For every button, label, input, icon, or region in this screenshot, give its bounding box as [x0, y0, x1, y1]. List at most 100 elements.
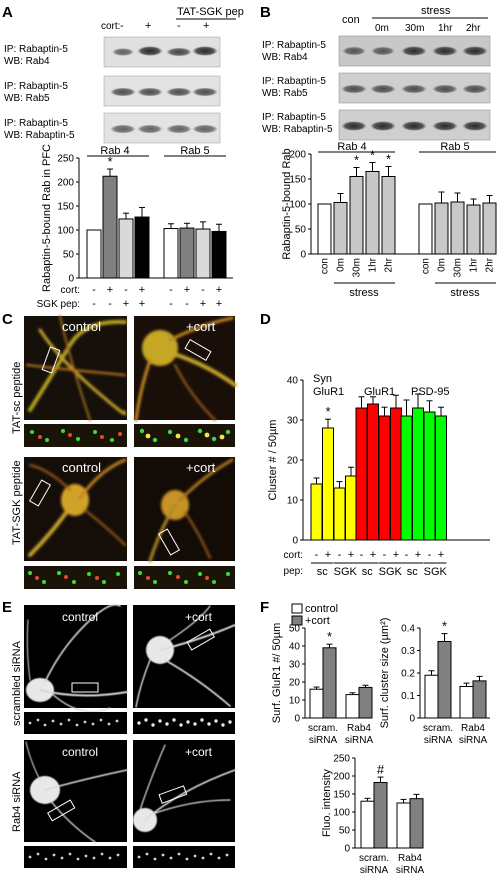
- panel-f: F control +cort 01020304050*scram.siRNAR…: [260, 599, 490, 876]
- panel-b-time-4: 2hr: [466, 23, 481, 34]
- blot-a1-line2: WB: Rab4: [4, 56, 50, 67]
- chart-a-cort-5: +: [184, 284, 190, 296]
- chart-d-bar-3: [345, 475, 357, 541]
- chart-b-stress-label-0: stress: [349, 287, 379, 299]
- chart-d-ytick-label-1: 10: [287, 496, 299, 507]
- chart-f1-bar-1: [322, 647, 337, 719]
- chart-a-bar-6: [195, 228, 211, 279]
- micrograph-c-zoom-3: [24, 566, 127, 589]
- micrograph-e-scr-control-label: control: [62, 610, 98, 624]
- chart-d-pep-5: SGK: [424, 566, 448, 578]
- chart-d-pep-1: SGK: [334, 566, 358, 578]
- chart-d-cort-2: -: [338, 549, 342, 561]
- panel-e-letter: E: [2, 599, 12, 616]
- chart-a-bar-3: [134, 216, 150, 279]
- chart-b-sig-2: *: [354, 153, 359, 168]
- chart-a-ytick-label-2: 100: [57, 226, 74, 237]
- chart-d-bar-5: [367, 403, 379, 541]
- chart-b-bar-1: [333, 202, 348, 255]
- chart-d-bar-2: [333, 487, 346, 541]
- chart-f1-ytick-label-5: 50: [289, 624, 301, 635]
- panel-c-row-label-2: TAT-SGK peptide: [11, 460, 23, 545]
- panel-d-letter-visible: D: [260, 311, 271, 328]
- chart-f2-ytick-label-2: 0.2: [401, 669, 415, 680]
- micrograph-c-sgk-cort-label: +cort: [186, 460, 216, 475]
- blot-a2-line1: IP: Rabaptin-5: [4, 81, 68, 92]
- chart-d-bar-0: [310, 483, 323, 541]
- chart-f3-ytick-label-1: 50: [339, 826, 351, 837]
- chart-d-bar-7: [390, 407, 402, 541]
- chart-a-sgk-1: -: [108, 298, 112, 310]
- chart-f3-ytick-label-2: 100: [333, 808, 350, 819]
- chart-d-cort-4: -: [360, 549, 364, 561]
- chart-d-row-pep: pep:: [284, 566, 303, 577]
- chart-b-cat-2: 30m: [352, 258, 363, 277]
- chart-f1-sig-1: *: [327, 629, 332, 644]
- chart-a-ytick-label-3: 150: [57, 202, 74, 213]
- legend-swatch-cort: [291, 615, 303, 626]
- chart-d-ytick-label-3: 30: [287, 416, 299, 427]
- panel-a-cort-1: -: [120, 20, 124, 32]
- chart-f1-cat-0-line1: scram.: [308, 723, 338, 734]
- chart-d-ytick-label-0: 0: [292, 536, 298, 547]
- micrograph-e-scr-control: control: [24, 604, 128, 713]
- chart-f2-ylabel: Surf. cluster size (µm²): [379, 618, 391, 729]
- micrograph-c-sc-cort-label: +cort: [186, 319, 216, 334]
- panel-a-header: TAT-SGK pep: [177, 6, 244, 18]
- blot-b3-image: [338, 109, 491, 141]
- chart-f1-bar-3: [358, 686, 373, 719]
- chart-f1-bar-2: [345, 694, 360, 719]
- chart-f1-cat-1-line1: Rab4: [347, 723, 371, 734]
- blot-a2-image: [103, 75, 221, 107]
- chart-b-cat-1: 0m: [336, 258, 347, 272]
- chart-a-ytick-label-1: 50: [63, 250, 75, 261]
- chart-b-bar-7: [450, 201, 465, 255]
- chart-b-bar-6: [434, 202, 449, 255]
- chart-d-bar-4: [355, 407, 368, 541]
- chart-f2-ytick-label-1: 0.1: [401, 691, 415, 702]
- legend-label-cort: +cort: [305, 615, 330, 627]
- blot-a3-line1: IP: Rabaptin-5: [4, 118, 68, 129]
- chart-a-sgk-5: -: [185, 298, 189, 310]
- chart-f2-bar-3: [472, 680, 487, 719]
- chart-d-pep-0: sc: [317, 566, 329, 578]
- blot-b3-line2: WB: Rabaptin-5: [262, 124, 333, 135]
- blot-a3-image: [103, 112, 221, 144]
- chart-f2-ytick-label-3: 0.3: [401, 646, 415, 657]
- chart-f1-cat-1-line2: siRNA: [345, 735, 374, 746]
- panel-b-time-2: 30m: [405, 23, 424, 34]
- chart-b-bar-4: [381, 176, 396, 255]
- chart-d-cort-1: +: [325, 549, 331, 561]
- chart-b-stress-label-1: stress: [450, 287, 480, 299]
- chart-a-row-cort: cort:: [61, 285, 80, 296]
- chart-f1-ytick-label-1: 10: [289, 696, 301, 707]
- chart-b-bar-8: [466, 204, 481, 255]
- chart-a-group-1: Rab 5: [180, 145, 209, 157]
- panel-b-time-1: 0m: [375, 23, 389, 34]
- chart-d-cort-3: +: [348, 549, 354, 561]
- micrograph-c-zoom-2: [134, 424, 235, 447]
- chart-f2: 00.10.20.30.4 *scram.siRNARab4siRNASurf. …: [379, 618, 490, 746]
- chart-d-bar-8: [400, 415, 413, 541]
- chart-a-cort-6: -: [201, 284, 205, 296]
- chart-d-group-1: GluR1: [364, 386, 395, 398]
- chart-f2-cat-1-line1: Rab4: [461, 723, 485, 734]
- chart-b-ytick-label-2: 100: [289, 200, 306, 211]
- chart-d-group-0-line1: Syn: [313, 373, 332, 385]
- chart-f2-cat-0-line2: siRNA: [424, 735, 453, 746]
- micrograph-c-sgk-control-label: control: [62, 460, 101, 475]
- chart-d-cort-7: +: [393, 549, 399, 561]
- chart-b-sig-3: *: [370, 148, 375, 163]
- micrograph-e-rab4-control: control: [24, 740, 128, 843]
- chart-a-bar-2: [118, 218, 134, 279]
- blot-a3-line2: WB: Rabaptin-5: [4, 130, 75, 141]
- chart-a-cort-7: +: [216, 284, 222, 296]
- chart-a-ytick-label-5: 250: [57, 154, 74, 165]
- chart-f3-ytick-label-5: 250: [333, 754, 350, 765]
- chart-a-row-sgk: SGK pep:: [37, 299, 80, 310]
- chart-f1-ytick-label-0: 0: [294, 714, 300, 725]
- micrograph-e-rab4-cort-label: +cort: [185, 745, 213, 759]
- blot-b2-line2: WB: Rab5: [262, 88, 308, 99]
